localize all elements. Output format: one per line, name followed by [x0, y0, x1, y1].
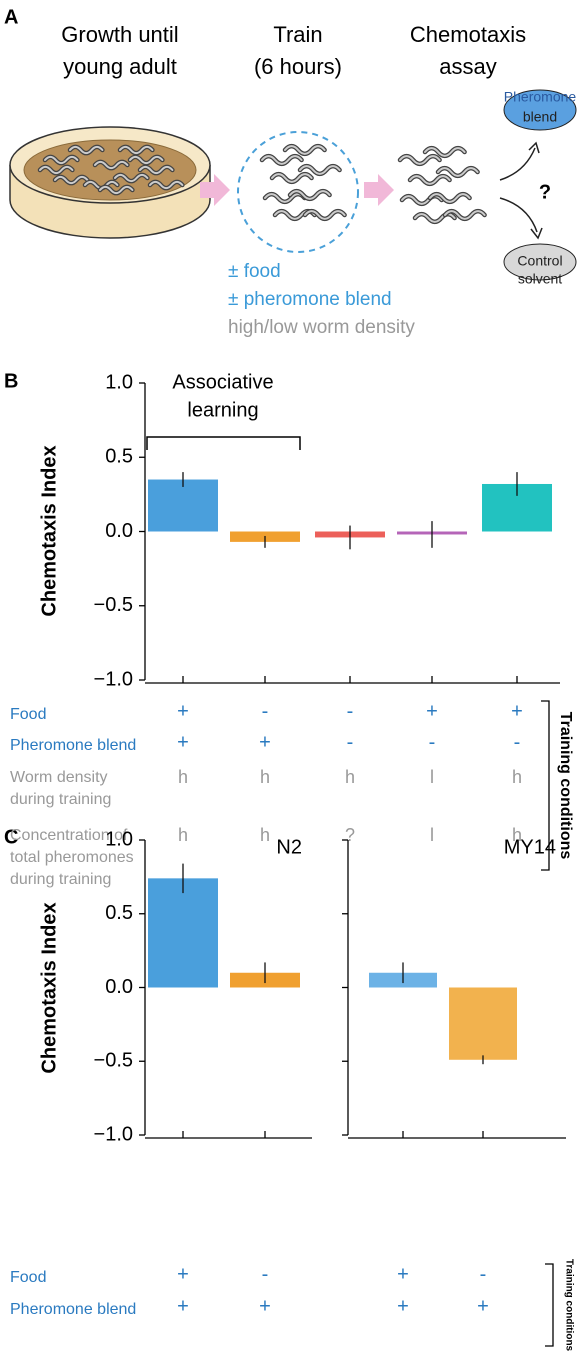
y-tick-label: 0.5 [105, 902, 133, 924]
condition-label: Food [10, 1269, 46, 1286]
condition-cell: + [177, 731, 189, 753]
y-tick-label: −1.0 [94, 1123, 133, 1145]
condition-cell: + [511, 700, 523, 722]
panel-label: A [4, 6, 18, 28]
chart-title: MY14 [504, 836, 556, 858]
page: ABCGrowth untilyoung adultTrain(6 hours)… [0, 0, 578, 1351]
worm [262, 156, 302, 164]
y-tick-label: 0.0 [105, 520, 133, 542]
condition-cell: ? [345, 825, 355, 845]
condition-cell: - [429, 731, 436, 753]
figure: ABCGrowth untilyoung adultTrain(6 hours)… [0, 0, 578, 1351]
condition-cell: - [262, 700, 269, 722]
condition-cell: h [512, 767, 522, 787]
condition-cell: + [397, 1295, 409, 1317]
arrow [500, 198, 537, 232]
worm [272, 174, 312, 182]
condition-label: total pheromones [10, 849, 134, 866]
condition-label: Food [10, 706, 46, 723]
bracket [147, 437, 300, 450]
condition-label: during training [10, 871, 111, 888]
condition-cell: + [259, 731, 271, 753]
y-axis-label: Chemotaxis Index [38, 902, 60, 1073]
condition-cell: l [430, 767, 434, 787]
worm [415, 214, 455, 222]
worm [305, 211, 345, 219]
condition-cell: + [477, 1295, 489, 1317]
training-option: high/low worm density [228, 317, 415, 338]
y-tick-label: −0.5 [94, 594, 133, 616]
condition-cell: + [177, 1263, 189, 1285]
side-label: Training conditions [557, 712, 574, 860]
condition-cell: h [345, 767, 355, 787]
choice-label: solvent [518, 271, 562, 287]
bracket [545, 1264, 553, 1346]
bar [148, 480, 218, 532]
y-tick-label: 0.5 [105, 446, 133, 468]
condition-cell: + [397, 1263, 409, 1285]
condition-cell: + [177, 700, 189, 722]
worm [400, 156, 440, 164]
worm [265, 194, 305, 202]
step-label: young adult [63, 54, 177, 79]
condition-cell: - [480, 1263, 487, 1285]
arrow [500, 148, 535, 180]
y-tick-label: 1.0 [105, 371, 133, 393]
training-option: ± pheromone blend [228, 289, 392, 310]
condition-cell: - [347, 700, 354, 722]
y-tick-label: −1.0 [94, 668, 133, 690]
annotation: Associative [172, 371, 273, 393]
condition-label: Pheromone blend [10, 1301, 136, 1318]
annotation: learning [187, 399, 258, 421]
condition-cell: h [178, 767, 188, 787]
training-option: ± food [228, 261, 281, 282]
worm [410, 176, 450, 184]
condition-cell: - [514, 731, 521, 753]
condition-cell: - [262, 1263, 269, 1285]
panel-label: B [4, 370, 18, 392]
bar [449, 988, 517, 1060]
arrow [364, 174, 394, 206]
choice-label: Control [517, 253, 562, 269]
y-axis-label: Chemotaxis Index [38, 445, 60, 616]
worm [285, 146, 325, 154]
y-tick-label: 1.0 [105, 828, 133, 850]
step-label: assay [439, 54, 496, 79]
y-tick-label: −0.5 [94, 1050, 133, 1072]
bar [148, 878, 218, 987]
condition-cell: l [430, 825, 434, 845]
condition-cell: h [260, 767, 270, 787]
choice-label: Pheromone [504, 89, 577, 105]
condition-label: during training [10, 791, 111, 808]
chart-title: N2 [276, 836, 302, 858]
question-mark: ? [539, 181, 551, 203]
condition-cell: - [347, 731, 354, 753]
choice-label: blend [523, 109, 557, 125]
condition-cell: h [178, 825, 188, 845]
condition-cell: + [177, 1295, 189, 1317]
step-label: Chemotaxis [410, 22, 526, 47]
condition-cell: + [426, 700, 438, 722]
condition-label: Worm density [10, 769, 108, 786]
y-tick-label: 0.0 [105, 976, 133, 998]
step-label: Train [273, 22, 322, 47]
condition-label: Pheromone blend [10, 737, 136, 754]
condition-cell: + [259, 1295, 271, 1317]
step-label: (6 hours) [254, 54, 342, 79]
condition-cell: h [260, 825, 270, 845]
worm [402, 196, 442, 204]
side-label: Training conditions [563, 1259, 574, 1351]
step-label: Growth until [61, 22, 178, 47]
